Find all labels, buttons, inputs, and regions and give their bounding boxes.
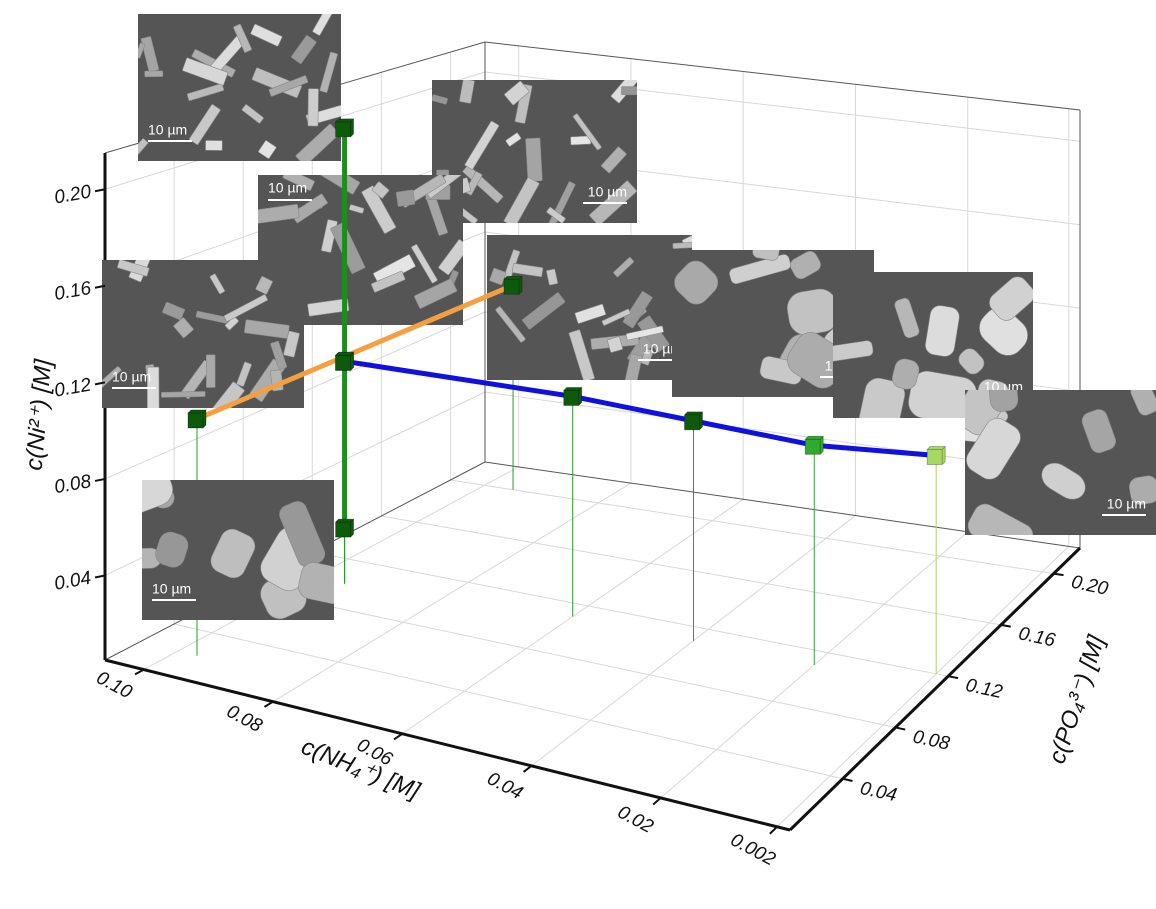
z-tick-label: 0.04 xyxy=(53,568,93,595)
grid-line xyxy=(381,516,1001,625)
crystal xyxy=(206,355,215,388)
z-tick-label: 0.20 xyxy=(53,181,93,208)
x-tick-label: 0.04 xyxy=(484,768,527,804)
cube-marker xyxy=(336,119,354,137)
z-tick-label: 0.08 xyxy=(53,471,93,498)
x-tick xyxy=(264,702,273,707)
cube-marker xyxy=(927,447,945,465)
z-axis-title: c(Ni²⁺) [M] xyxy=(21,357,58,472)
cube-marker xyxy=(805,436,823,454)
cube-marker xyxy=(564,387,582,405)
page: 10 µm10 µm10 µm10 µm10 µm10 µm10 µm10 µm… xyxy=(0,0,1156,909)
y-tick-label: 0.04 xyxy=(858,778,899,806)
x-tick-label: 0.10 xyxy=(93,667,136,703)
scale-label: 10 µm xyxy=(268,180,307,196)
y-axis xyxy=(790,548,1080,830)
chart: 10 µm10 µm10 µm10 µm10 µm10 µm10 µm10 µm… xyxy=(0,0,1156,909)
y-tick-label: 0.12 xyxy=(964,675,1005,703)
y-tick-label: 0.20 xyxy=(1069,572,1110,600)
z-tick-label: 0.16 xyxy=(53,278,93,305)
cube-marker xyxy=(684,412,702,430)
crystal xyxy=(308,89,319,127)
scale-label: 10 µm xyxy=(148,122,187,138)
cube-marker xyxy=(336,519,354,537)
crystal xyxy=(673,242,693,248)
scale-label: 10 µm xyxy=(588,184,627,200)
x-tick xyxy=(653,798,661,805)
x-tick-label: 0.002 xyxy=(727,829,779,870)
cube-marker xyxy=(336,352,354,370)
crystal xyxy=(205,140,222,150)
grid-line xyxy=(312,552,948,676)
x-tick xyxy=(524,766,532,772)
y-tick xyxy=(1001,625,1011,627)
sem-image: 10 µm xyxy=(83,245,304,424)
sem-image: 10 µm xyxy=(128,8,345,166)
sem-image: 10 µm xyxy=(487,233,700,401)
sem-image: 10 µm xyxy=(109,453,350,623)
x-tick-label: 0.08 xyxy=(223,701,266,737)
y-tick-label: 0.16 xyxy=(1017,623,1058,651)
x-axis xyxy=(105,660,790,830)
y-tick-label: 0.08 xyxy=(911,726,952,754)
scale-label: 10 µm xyxy=(112,369,151,385)
z-tick-label: 0.12 xyxy=(53,374,93,401)
sem-image: 10 µm xyxy=(939,372,1156,562)
scale-label: 10 µm xyxy=(1107,496,1146,512)
crystal xyxy=(145,71,163,77)
crystal xyxy=(526,138,543,182)
crystal xyxy=(396,190,415,207)
scale-label: 10 µm xyxy=(152,581,191,597)
grid-line xyxy=(450,480,1053,574)
x-tick xyxy=(394,734,402,740)
y-axis-title: c(PO₄³⁻) [M] xyxy=(1044,631,1111,767)
cube-marker xyxy=(188,410,206,428)
crystal xyxy=(161,391,205,397)
cube-marker xyxy=(504,276,522,294)
y-tick xyxy=(1054,574,1064,576)
y-tick xyxy=(895,727,905,729)
x-tick xyxy=(135,670,144,675)
y-tick xyxy=(948,676,958,678)
y-tick xyxy=(843,779,853,781)
x-tick xyxy=(770,827,777,834)
x-tick-label: 0.02 xyxy=(614,802,657,838)
grid-line xyxy=(243,588,895,727)
grid-line xyxy=(777,546,1069,826)
